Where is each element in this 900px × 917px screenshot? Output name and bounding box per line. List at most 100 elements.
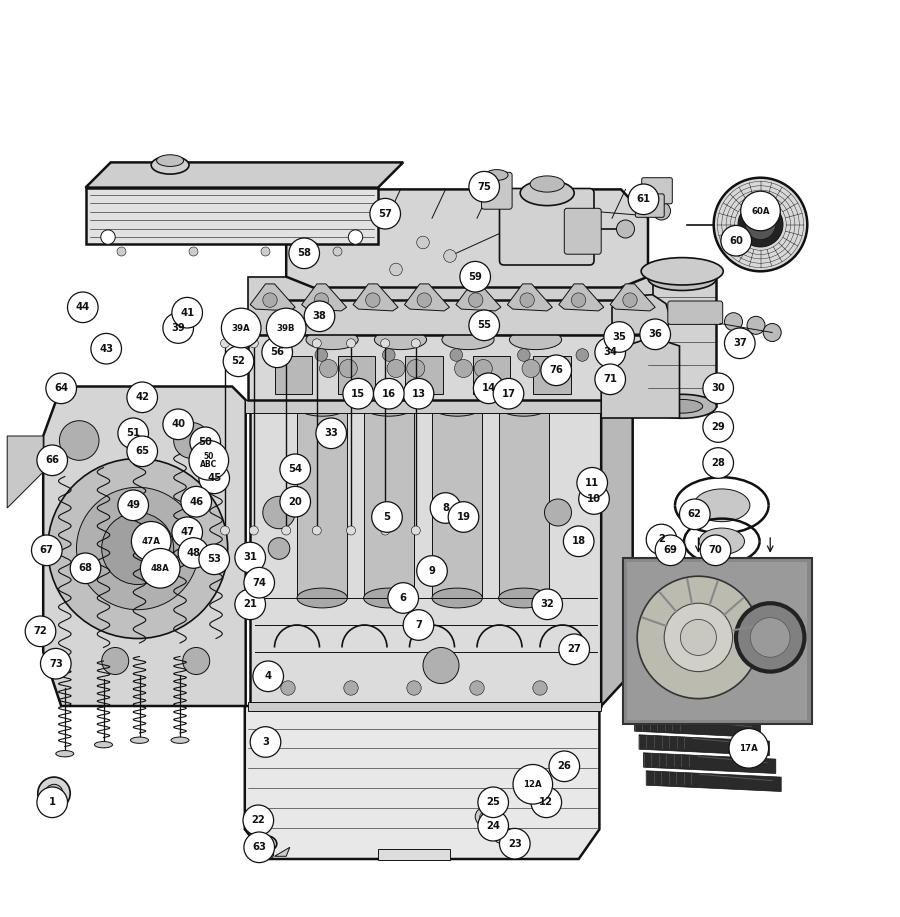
Circle shape	[32, 535, 62, 566]
Circle shape	[473, 373, 504, 403]
Text: 60A: 60A	[752, 206, 770, 215]
Circle shape	[577, 468, 608, 498]
Text: 37: 37	[733, 338, 747, 348]
FancyBboxPatch shape	[635, 193, 664, 217]
Text: 64: 64	[54, 383, 68, 393]
Circle shape	[541, 355, 572, 386]
Bar	[472, 356, 510, 393]
Text: 49: 49	[126, 501, 140, 510]
Ellipse shape	[171, 737, 189, 744]
Polygon shape	[639, 735, 770, 756]
Circle shape	[253, 661, 284, 691]
Circle shape	[37, 787, 68, 818]
Text: 44: 44	[76, 303, 90, 313]
Polygon shape	[86, 188, 378, 244]
Circle shape	[199, 544, 230, 575]
Circle shape	[261, 247, 270, 256]
Circle shape	[511, 836, 529, 855]
Circle shape	[140, 548, 180, 588]
Circle shape	[289, 238, 320, 269]
FancyBboxPatch shape	[482, 172, 512, 209]
Bar	[627, 562, 807, 720]
Polygon shape	[250, 284, 295, 311]
Circle shape	[417, 237, 429, 249]
Circle shape	[280, 454, 310, 484]
Circle shape	[381, 338, 390, 348]
Circle shape	[102, 513, 174, 584]
Circle shape	[70, 553, 101, 583]
Circle shape	[76, 487, 199, 610]
Bar	[623, 558, 812, 724]
Circle shape	[45, 784, 63, 802]
Circle shape	[480, 812, 489, 822]
Text: 43: 43	[99, 344, 113, 354]
Text: 39B: 39B	[277, 324, 295, 333]
Circle shape	[127, 382, 158, 413]
Circle shape	[220, 526, 230, 535]
Text: 25: 25	[486, 797, 500, 807]
Circle shape	[572, 293, 586, 307]
Bar	[499, 406, 549, 598]
Text: 3: 3	[262, 737, 269, 747]
Circle shape	[235, 589, 266, 620]
Circle shape	[747, 316, 765, 335]
Text: 20: 20	[288, 497, 302, 507]
Circle shape	[348, 230, 363, 244]
Circle shape	[372, 502, 402, 532]
Bar	[297, 406, 347, 598]
Circle shape	[751, 618, 790, 657]
Text: 74: 74	[252, 578, 266, 588]
Circle shape	[220, 338, 230, 348]
Circle shape	[40, 648, 71, 679]
Circle shape	[38, 777, 70, 810]
Circle shape	[102, 647, 129, 675]
Circle shape	[724, 328, 755, 359]
Text: 51: 51	[126, 428, 140, 438]
Circle shape	[48, 458, 228, 638]
Circle shape	[450, 348, 463, 361]
Ellipse shape	[310, 378, 365, 403]
Ellipse shape	[376, 378, 432, 403]
Text: 56: 56	[270, 348, 284, 358]
Circle shape	[390, 263, 402, 276]
Text: 53: 53	[207, 554, 221, 564]
Circle shape	[741, 192, 780, 231]
Circle shape	[500, 828, 530, 859]
Circle shape	[263, 293, 277, 307]
Polygon shape	[610, 284, 655, 311]
Ellipse shape	[94, 742, 112, 748]
Text: 75: 75	[477, 182, 491, 192]
Text: 38: 38	[312, 311, 327, 321]
Circle shape	[266, 308, 306, 348]
Circle shape	[729, 728, 769, 768]
Text: 73: 73	[49, 658, 63, 668]
Polygon shape	[612, 294, 670, 335]
Circle shape	[655, 535, 686, 566]
Circle shape	[333, 247, 342, 256]
Text: 4: 4	[265, 671, 272, 681]
Text: 72: 72	[33, 626, 48, 636]
Circle shape	[430, 492, 461, 524]
Text: 12: 12	[539, 797, 554, 807]
Text: 48A: 48A	[151, 564, 169, 573]
Text: 8: 8	[442, 503, 449, 513]
Circle shape	[127, 436, 158, 467]
Polygon shape	[644, 753, 776, 774]
Text: 28: 28	[711, 458, 725, 468]
Bar	[248, 277, 652, 336]
Circle shape	[91, 334, 122, 364]
Text: 18: 18	[572, 536, 586, 547]
Ellipse shape	[699, 528, 744, 555]
Circle shape	[59, 421, 99, 460]
Text: 58: 58	[297, 249, 311, 259]
Circle shape	[163, 409, 194, 439]
Ellipse shape	[694, 489, 750, 522]
Circle shape	[478, 787, 508, 818]
Circle shape	[531, 787, 562, 818]
Polygon shape	[286, 190, 648, 288]
Text: 19: 19	[456, 512, 471, 522]
Circle shape	[37, 445, 68, 476]
Circle shape	[365, 293, 380, 307]
Text: 63: 63	[252, 843, 266, 852]
Text: 40: 40	[171, 419, 185, 429]
